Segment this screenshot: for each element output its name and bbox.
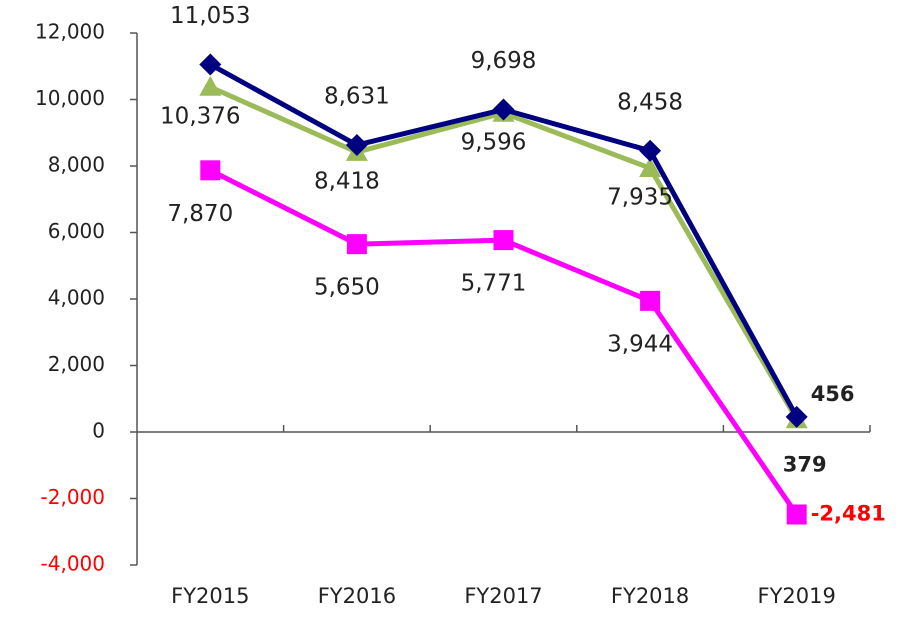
- data-label: 7,870: [167, 201, 233, 227]
- data-label: -2,481: [811, 501, 886, 525]
- data-label: 11,053: [170, 3, 250, 29]
- y-tick-label: 8,000: [48, 153, 105, 177]
- marker: [200, 160, 221, 181]
- data-label: 456: [811, 382, 855, 406]
- x-tick-label: FY2016: [318, 584, 396, 608]
- marker: [639, 139, 662, 162]
- data-label: 379: [783, 452, 827, 476]
- marker: [640, 290, 661, 311]
- y-tick-label: 2,000: [48, 352, 105, 376]
- marker: [786, 504, 807, 525]
- y-tick-label: -4,000: [41, 552, 105, 576]
- data-label: 7,935: [607, 185, 673, 211]
- marker: [346, 234, 367, 255]
- data-label: 5,771: [461, 271, 527, 297]
- y-tick-label: 4,000: [48, 286, 105, 310]
- data-label: 8,631: [324, 84, 390, 110]
- x-tick-label: FY2015: [171, 584, 249, 608]
- x-tick-label: FY2019: [758, 584, 836, 608]
- data-label: 10,376: [160, 103, 240, 129]
- x-tick-label: FY2017: [464, 584, 542, 608]
- y-tick-label: 12,000: [35, 20, 105, 44]
- marker: [492, 98, 515, 121]
- data-label: 8,458: [617, 89, 683, 115]
- data-label: 8,418: [314, 169, 380, 195]
- data-label: 5,650: [314, 275, 380, 301]
- y-tick-label: 0: [92, 419, 105, 443]
- marker: [785, 405, 808, 428]
- marker: [345, 134, 368, 157]
- line: [209, 168, 799, 516]
- marker: [199, 75, 222, 96]
- marker: [493, 230, 514, 251]
- data-label: 3,944: [607, 331, 673, 357]
- data-label: 9,698: [471, 48, 537, 74]
- y-tick-label: -2,000: [41, 485, 105, 509]
- y-tick-label: 10,000: [35, 86, 105, 110]
- y-tick-label: 6,000: [48, 219, 105, 243]
- marker: [199, 53, 222, 76]
- data-label: 9,596: [461, 129, 527, 155]
- x-tick-label: FY2018: [611, 584, 689, 608]
- marker: [639, 157, 662, 177]
